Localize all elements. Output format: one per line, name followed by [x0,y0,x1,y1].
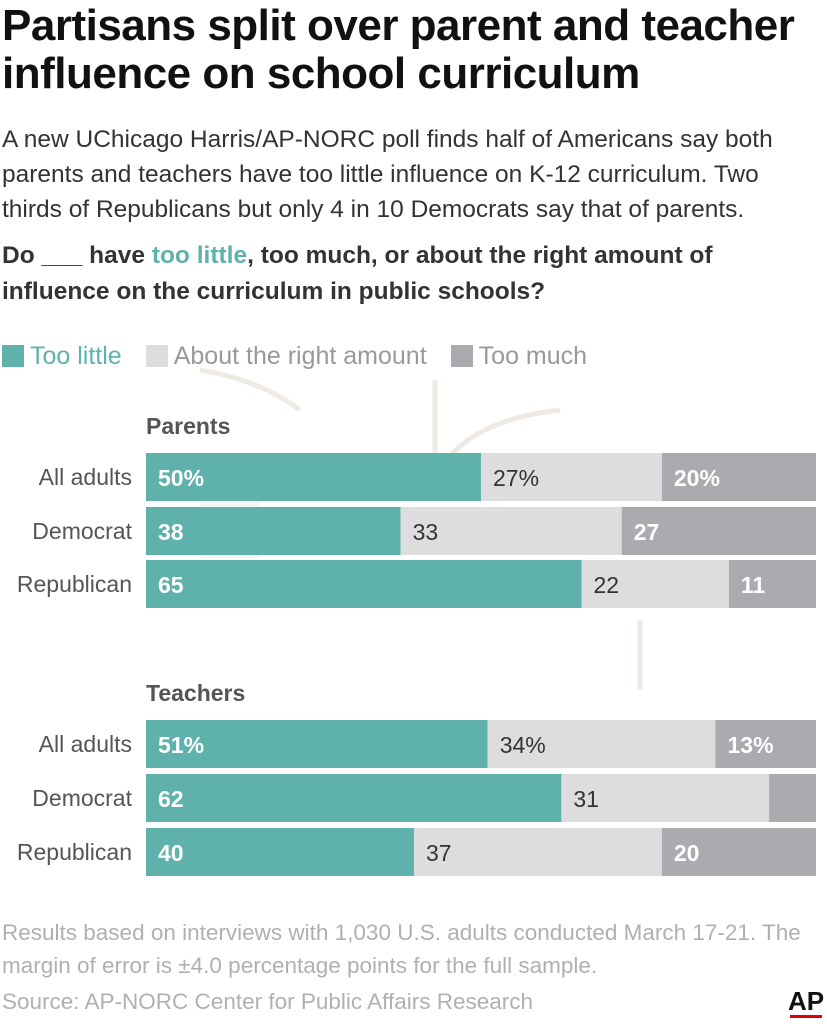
legend-label-too-little: Too little [30,341,122,370]
question-highlight: too little [151,242,248,269]
data-label-teachers-democrat-about-right: 31 [573,786,599,812]
group-label-parents: Parents [146,413,230,439]
bar-parents-democrat-about-right [400,507,622,555]
bar-teachers-democrat-too-much [769,774,816,822]
data-label-parents-democrat-too-much: 27 [634,519,660,545]
bar-teachers-republican-too-much [661,828,816,876]
bar-parents-republican-about-right [581,560,729,608]
chart-subtitle: A new UChicago Harris/AP-NORC poll finds… [2,126,773,223]
bar-parents-democrat-too-much [621,507,816,555]
data-label-teachers-republican-too-much: 20 [674,840,700,866]
bar-teachers-republican-about-right [414,828,662,876]
chart-title: Partisans split over parent and teacher … [2,1,795,98]
data-label-parents-republican-too-much: 11 [741,572,766,598]
question-suffix: , too much, or about the right amount of… [2,242,713,305]
bar-parents-republican-too-little [146,560,582,608]
legend-swatch-too-much [450,345,473,367]
legend-swatch-too-little [2,345,24,367]
chart-legend: Too little About the right amount Too mu… [2,338,611,374]
bar-parents-democrat-too-little [146,507,401,555]
data-label-teachers-republican-too-little: 40 [158,840,184,866]
data-label-teachers-republican-about-right: 37 [426,840,452,866]
legend-label-too-much: Too much [478,341,588,370]
category-label-parents-all-adults: All adults [39,464,132,490]
ap-logo-text: AP [788,986,824,1016]
legend-label-about-right: About the right amount [173,341,427,370]
data-label-teachers-all-adults-too-little: 51% [158,732,204,758]
bar-parents-all-adults-too-little [146,453,481,501]
bar-parents-all-adults-too-much [661,453,816,501]
data-label-parents-all-adults-too-little: 50% [158,465,204,491]
data-label-parents-republican-too-little: 65 [158,572,184,598]
data-label-parents-democrat-too-little: 38 [158,519,184,545]
data-label-teachers-democrat-too-little: 62 [158,786,184,812]
bar-teachers-all-adults-about-right [487,720,716,768]
question-prefix: Do ___ have [2,242,152,269]
footnote: Results based on interviews with 1,030 U… [2,920,801,978]
bar-teachers-democrat-about-right [561,774,770,822]
data-label-parents-all-adults-too-much: 20% [674,465,720,491]
ap-logo: AP [788,986,824,1018]
bar-teachers-all-adults-too-much [715,720,816,768]
source-note: Source: AP-NORC Center for Public Affair… [2,989,534,1014]
bar-teachers-republican-too-little [146,828,414,876]
bar-parents-republican-too-much [728,560,816,608]
category-label-teachers-republican: Republican [17,839,132,865]
legend-item-about-right: About the right amount [145,341,427,371]
data-label-parents-republican-about-right: 22 [594,572,620,598]
category-label-teachers-democrat: Democrat [32,785,132,811]
legend-item-too-little: Too little [2,342,122,371]
legend-swatch-about-right [145,345,168,367]
data-label-parents-democrat-about-right: 33 [413,519,439,545]
bar-teachers-all-adults-too-little [146,720,488,768]
category-label-parents-republican: Republican [17,571,132,597]
data-label-teachers-all-adults-about-right: 34% [500,732,546,758]
data-label-parents-all-adults-about-right: 27% [493,465,539,491]
legend-item-too-much: Too much [450,341,588,371]
survey-question: Do ___ have too little, too much, or abo… [2,238,817,310]
data-label-teachers-all-adults-too-much: 13% [728,732,774,758]
group-label-teachers: Teachers [146,680,245,706]
category-label-teachers-all-adults: All adults [39,731,132,757]
bar-teachers-democrat-too-little [146,774,562,822]
bar-parents-all-adults-about-right [481,453,662,501]
category-label-parents-democrat: Democrat [32,518,132,544]
